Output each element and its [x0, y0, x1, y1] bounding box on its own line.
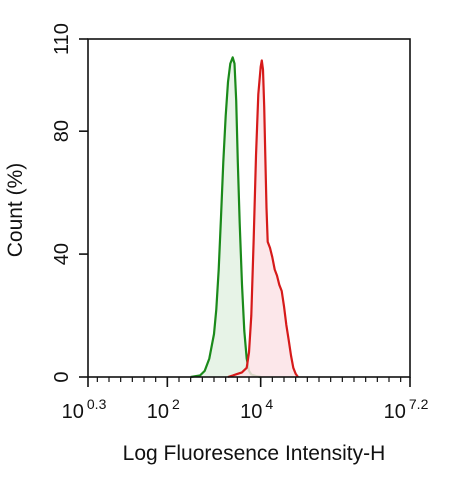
y-axis-title: Count (%) — [4, 163, 27, 258]
y-tick-label: 40 — [51, 243, 73, 265]
y-tick-label: 110 — [51, 23, 73, 55]
series-2-fill — [228, 60, 298, 377]
series-2-line — [227, 59, 299, 379]
x-axis-ticks: 10 0.3 10 2 10 4 10 7.2 — [62, 377, 429, 423]
x-tick-label: 10 0.3 — [62, 396, 107, 423]
series-1-fill — [190, 57, 261, 378]
x-tick-label: 10 7.2 — [384, 396, 429, 423]
y-tick-label: 0 — [51, 371, 73, 382]
x-axis-title: Log Fluoresence Intensity-H — [123, 442, 386, 465]
x-tick-label: 10 4 — [240, 396, 273, 423]
x-tick-label: 10 2 — [147, 396, 180, 423]
y-axis-ticks: 0 40 80 110 — [51, 23, 88, 383]
y-tick-label: 80 — [51, 120, 73, 142]
series-layer — [190, 56, 299, 379]
plot-frame — [87, 38, 411, 378]
